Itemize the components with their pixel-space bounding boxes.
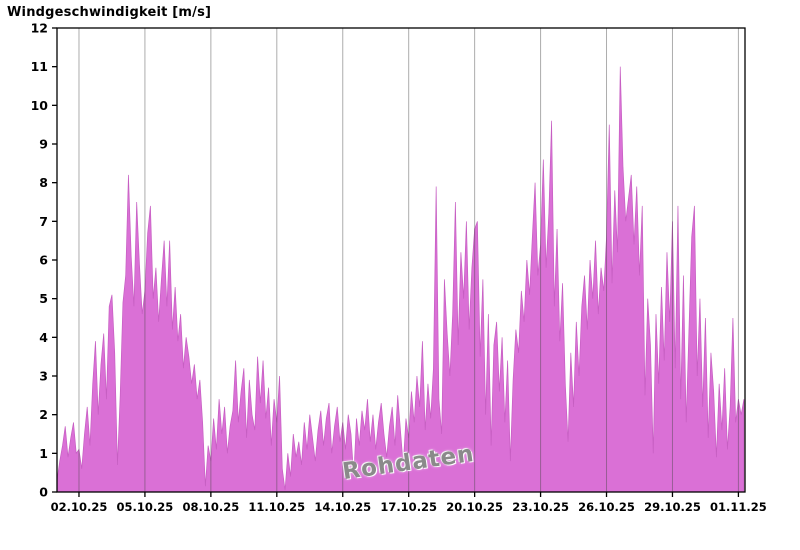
wind-speed-area xyxy=(56,66,745,493)
y-tick-label: 8 xyxy=(39,175,48,190)
y-tick-label: 3 xyxy=(39,369,48,384)
y-tick-label: 0 xyxy=(39,485,48,500)
x-tick-label: 17.10.25 xyxy=(380,500,437,514)
y-tick-label: 4 xyxy=(39,330,48,345)
y-tick-label: 12 xyxy=(31,21,48,36)
x-tick-label: 02.10.25 xyxy=(51,500,108,514)
x-tick-label: 01.11.25 xyxy=(710,500,767,514)
x-tick-label: 08.10.25 xyxy=(182,500,239,514)
y-tick-label: 1 xyxy=(39,446,48,461)
x-tick-label: 23.10.25 xyxy=(512,500,569,514)
x-tick-label: 11.10.25 xyxy=(248,500,305,514)
chart-title: Windgeschwindigkeit [m/s] xyxy=(7,5,212,20)
y-tick-label: 7 xyxy=(39,214,48,229)
y-tick-label: 5 xyxy=(39,291,48,306)
y-tick-label: 9 xyxy=(39,137,48,152)
x-tick-label: 05.10.25 xyxy=(117,500,174,514)
x-tick-label: 20.10.25 xyxy=(446,500,503,514)
y-tick-label: 2 xyxy=(39,407,48,422)
x-tick-label: 14.10.25 xyxy=(314,500,371,514)
y-tick-label: 10 xyxy=(31,98,49,113)
x-tick-label: 29.10.25 xyxy=(644,500,701,514)
y-tick-label: 11 xyxy=(31,59,48,74)
x-tick-label: 26.10.25 xyxy=(578,500,635,514)
y-tick-label: 6 xyxy=(39,253,48,268)
